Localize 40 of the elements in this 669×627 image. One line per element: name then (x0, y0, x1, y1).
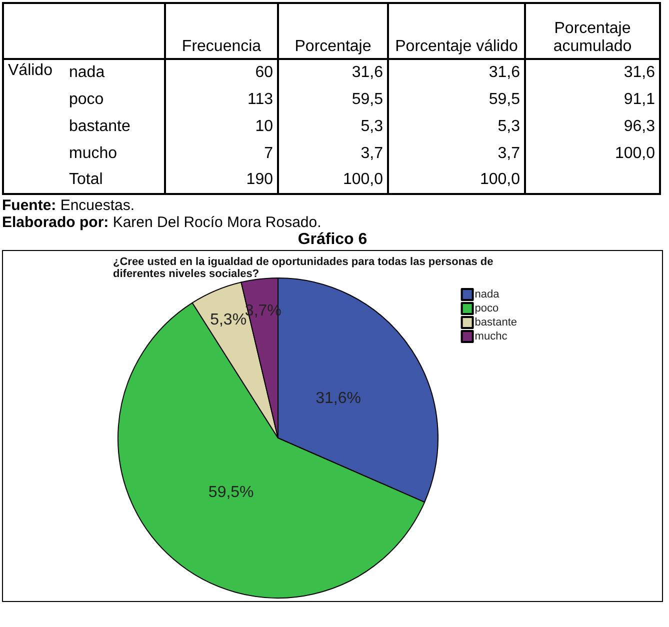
text: Elaborado por: Karen Del Rocío Mora Rosado. (2, 214, 322, 231)
data-label: 100,0 (388, 167, 525, 194)
category-label: poco (65, 86, 165, 113)
data-label: 31,6 (525, 59, 660, 86)
data-label: 59,5% (208, 484, 254, 502)
data-label: 190 (165, 167, 278, 194)
category-label: nada (65, 59, 165, 86)
text: Porcentaje acumulado (525, 3, 660, 59)
data-label: 3,7 (278, 140, 388, 167)
chart-title: Gráfico 6 (296, 231, 368, 249)
chart-subtitle: ¿Cree usted en la igualdad de oportunidades para todas las personas de diferentes niveles sociales? (113, 256, 496, 280)
data-label: 5,3 (388, 113, 525, 140)
legend-label: nada (474, 288, 500, 300)
data-label: 100,0 (278, 167, 388, 194)
text: Porcentaje válido (388, 3, 525, 59)
legend-label: poco (474, 302, 499, 314)
data-label: 7 (165, 140, 278, 167)
data-label: 5,3% (210, 312, 247, 329)
data-label: 59,5 (388, 86, 525, 113)
data-label: 113 (165, 86, 278, 113)
data-label: 60 (165, 59, 278, 86)
text: Válido (3, 59, 65, 194)
data-label: 31,6% (316, 390, 361, 408)
source-note: Fuente: Encuestas. (2, 197, 136, 214)
data-label: 31,6 (278, 59, 388, 86)
data-label: 91,1 (525, 86, 660, 113)
data-label: 10 (165, 113, 278, 140)
data-label: 96,3 (525, 113, 660, 140)
text: Porcentaje (278, 3, 388, 59)
data-label: 100,0 (525, 140, 660, 167)
data-label: 5,3 (278, 113, 388, 140)
data-label: 31,6 (388, 59, 525, 86)
data-label: 3,7 (388, 140, 525, 167)
legend-label: bastante (474, 316, 517, 328)
legend-label: muchc (474, 330, 508, 342)
category-label: Total (65, 167, 165, 194)
category-label: mucho (65, 140, 165, 167)
category-label: bastante (65, 113, 165, 140)
data-label: 59,5 (278, 86, 388, 113)
text: Frecuencia (165, 3, 278, 59)
